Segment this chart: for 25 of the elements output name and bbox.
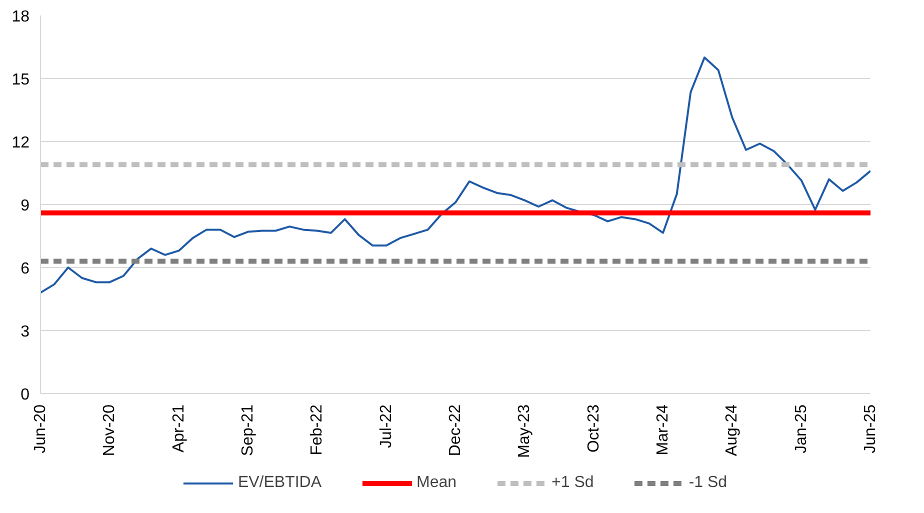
x-tick-label: Jun-20 — [32, 404, 49, 454]
x-tick-label: Apr-21 — [170, 404, 188, 453]
line-series — [40, 56, 870, 294]
y-tick-label: 18 — [12, 8, 30, 26]
y-tick-label: 3 — [20, 324, 30, 340]
y-tick-label: 12 — [12, 134, 30, 152]
x-tick-label: Jan-25 — [792, 404, 810, 454]
x-tick-label: Aug-24 — [724, 404, 741, 456]
x-tick-label: Sep-21 — [240, 404, 256, 456]
y-tick-label: 15 — [12, 72, 30, 88]
legend-label: +1 Sd — [552, 474, 594, 492]
x-tick-label: Jun-25 — [862, 404, 879, 454]
x-tick-label: Oct-23 — [585, 404, 602, 453]
x-tick-label: Nov-20 — [101, 404, 118, 456]
x-tick-label: Mar-24 — [654, 404, 672, 456]
y-tick-label: 9 — [20, 198, 30, 214]
x-tick-label: Jul-22 — [378, 404, 395, 448]
x-tick-label: May-23 — [516, 404, 534, 458]
x-tick-label: Feb-22 — [308, 404, 326, 456]
x-tick-label: Dec-22 — [447, 404, 464, 456]
y-tick-label: 6 — [20, 260, 30, 278]
y-tick-label: 0 — [20, 386, 30, 404]
legend-label: Mean — [416, 474, 457, 492]
legend-label: -1 Sd — [688, 474, 728, 492]
legend-label: EV/EBTIDA — [238, 474, 322, 492]
